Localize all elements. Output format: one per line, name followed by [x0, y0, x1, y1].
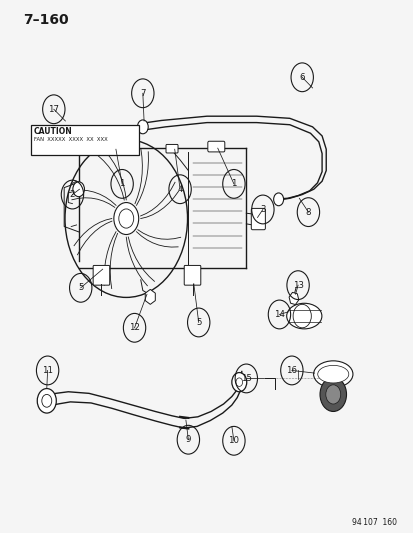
- Circle shape: [37, 389, 56, 413]
- Text: 10: 10: [228, 437, 239, 445]
- Text: 5: 5: [195, 318, 201, 327]
- Circle shape: [325, 385, 340, 404]
- Circle shape: [235, 378, 242, 386]
- Text: 12: 12: [129, 324, 140, 332]
- Circle shape: [273, 193, 283, 206]
- Text: CAUTION: CAUTION: [33, 127, 72, 136]
- Circle shape: [319, 377, 346, 411]
- Text: 94 107  160: 94 107 160: [351, 518, 396, 527]
- Text: 9: 9: [185, 435, 190, 444]
- FancyBboxPatch shape: [93, 265, 109, 285]
- Text: 15: 15: [240, 374, 251, 383]
- FancyBboxPatch shape: [251, 208, 265, 230]
- FancyBboxPatch shape: [184, 265, 200, 285]
- Text: 8: 8: [305, 208, 311, 216]
- Text: 2: 2: [69, 190, 75, 199]
- Text: 5: 5: [78, 284, 83, 292]
- Circle shape: [114, 203, 138, 235]
- Circle shape: [231, 373, 246, 392]
- Text: 16: 16: [286, 366, 297, 375]
- Text: 1: 1: [230, 180, 236, 188]
- Text: 11: 11: [42, 366, 53, 375]
- Text: 1: 1: [119, 180, 125, 188]
- Text: 17: 17: [48, 105, 59, 114]
- FancyBboxPatch shape: [106, 141, 123, 152]
- Text: 7: 7: [140, 89, 145, 98]
- Circle shape: [119, 209, 133, 228]
- Bar: [31, 125, 138, 155]
- Text: 7–160: 7–160: [23, 13, 68, 27]
- Circle shape: [73, 182, 84, 197]
- Ellipse shape: [286, 303, 321, 329]
- Text: 6: 6: [299, 73, 304, 82]
- FancyBboxPatch shape: [166, 144, 178, 153]
- Circle shape: [137, 120, 148, 134]
- Text: 14: 14: [273, 310, 284, 319]
- Text: 13: 13: [292, 281, 303, 289]
- Circle shape: [292, 304, 311, 328]
- Text: 4: 4: [177, 185, 183, 193]
- Text: FAN  XXXXX  XXXX  XX  XXX: FAN XXXXX XXXX XX XXX: [33, 137, 107, 142]
- Ellipse shape: [313, 361, 352, 387]
- Ellipse shape: [317, 366, 348, 383]
- Circle shape: [42, 394, 52, 407]
- FancyBboxPatch shape: [207, 141, 224, 152]
- Text: 3: 3: [259, 205, 265, 214]
